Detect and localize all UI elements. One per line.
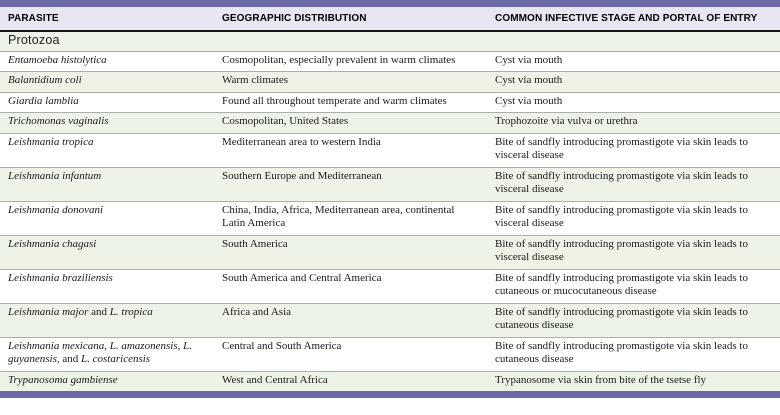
parasite-name: Leishmania donovani <box>8 203 104 216</box>
table-row: Leishmania tropica Mediterranean area to… <box>0 133 780 167</box>
parasite-name: Leishmania chagasi <box>8 237 97 250</box>
parasite-name: Balantidium coli <box>8 74 82 86</box>
table-header: PARASITE GEOGRAPHIC DISTRIBUTION COMMON … <box>0 7 780 32</box>
geographic-distribution: Warm climates <box>222 74 289 86</box>
geographic-distribution: Southern Europe and Mediterranean <box>222 169 382 182</box>
parasite-name: Leishmania mexicana, L. amazonensis, L. … <box>8 339 192 366</box>
infective-stage: Bite of sandfly introducing promastigote… <box>495 339 748 366</box>
table-row: Leishmania major and L. tropica Africa a… <box>0 303 780 337</box>
infective-stage: Cyst via mouth <box>495 94 563 107</box>
infective-stage: Bite of sandfly introducing promastigote… <box>495 169 748 196</box>
table-row: Leishmania mexicana, L. amazonensis, L. … <box>0 337 780 371</box>
parasite-name: Leishmania infantum <box>8 169 102 182</box>
column-header-parasite: PARASITE <box>0 7 222 32</box>
geographic-distribution: West and Central Africa <box>222 373 328 386</box>
column-header-infective-stage: COMMON INFECTIVE STAGE AND PORTAL OF ENT… <box>495 7 780 32</box>
table-row: Trichomonas vaginalis Cosmopolitan, Unit… <box>0 112 780 133</box>
infective-stage: Bite of sandfly introducing promastigote… <box>495 271 748 298</box>
infective-stage: Trypanosome via skin from bite of the ts… <box>495 373 707 386</box>
parasite-name: Giardia lamblia <box>8 94 79 107</box>
geographic-distribution: Central and South America <box>222 339 342 352</box>
table-row: Entamoeba histolytica Cosmopolitan, espe… <box>0 51 780 72</box>
infective-stage: Cyst via mouth <box>495 53 563 66</box>
infective-stage: Bite of sandfly introducing promastigote… <box>495 237 748 264</box>
infective-stage: Trophozoite via vulva or urethra <box>495 115 638 127</box>
header-row: PARASITE GEOGRAPHIC DISTRIBUTION COMMON … <box>0 7 780 32</box>
table-row: Leishmania braziliensis South America an… <box>0 269 780 303</box>
geographic-distribution: Cosmopolitan, especially prevalent in wa… <box>222 53 456 66</box>
geographic-distribution: China, India, Africa, Mediterranean area… <box>222 203 455 230</box>
parasite-name: Leishmania braziliensis <box>8 271 113 284</box>
section-row-protozoa: Protozoa <box>0 31 780 51</box>
geographic-distribution: South America <box>222 237 288 250</box>
table-row: Balantidium coli Warm climates Cyst via … <box>0 71 780 92</box>
top-accent-bar <box>0 0 780 7</box>
parasite-name: Trypanosoma gambiense <box>8 373 118 386</box>
infective-stage: Bite of sandfly introducing promastigote… <box>495 135 748 162</box>
geographic-distribution: Africa and Asia <box>222 305 292 318</box>
parasite-name: Leishmania major and L. tropica <box>8 305 153 318</box>
parasite-table: PARASITE GEOGRAPHIC DISTRIBUTION COMMON … <box>0 7 780 391</box>
infective-stage: Bite of sandfly introducing promastigote… <box>495 203 748 230</box>
parasite-name: Leishmania tropica <box>8 135 94 148</box>
table-row: Giardia lamblia Found all throughout tem… <box>0 92 780 113</box>
table-row: Trypanosoma gambiense West and Central A… <box>0 371 780 391</box>
geographic-distribution: Mediterranean area to western India <box>222 135 381 148</box>
geographic-distribution: South America and Central America <box>222 271 382 284</box>
infective-stage: Cyst via mouth <box>495 74 563 86</box>
bottom-accent-bar <box>0 391 780 398</box>
section-label: Protozoa <box>8 33 60 47</box>
table-row: Leishmania chagasi South America Bite of… <box>0 235 780 269</box>
column-header-geographic-distribution: GEOGRAPHIC DISTRIBUTION <box>222 7 495 32</box>
table-body: Protozoa Entamoeba histolytica Cosmopoli… <box>0 31 780 391</box>
parasite-name: Entamoeba histolytica <box>8 53 107 66</box>
geographic-distribution: Cosmopolitan, United States <box>222 115 349 127</box>
parasite-name: Trichomonas vaginalis <box>8 115 109 127</box>
table-row: Leishmania donovani China, India, Africa… <box>0 201 780 235</box>
geographic-distribution: Found all throughout temperate and warm … <box>222 94 447 107</box>
table-row: Leishmania infantum Southern Europe and … <box>0 167 780 201</box>
infective-stage: Bite of sandfly introducing promastigote… <box>495 305 748 332</box>
